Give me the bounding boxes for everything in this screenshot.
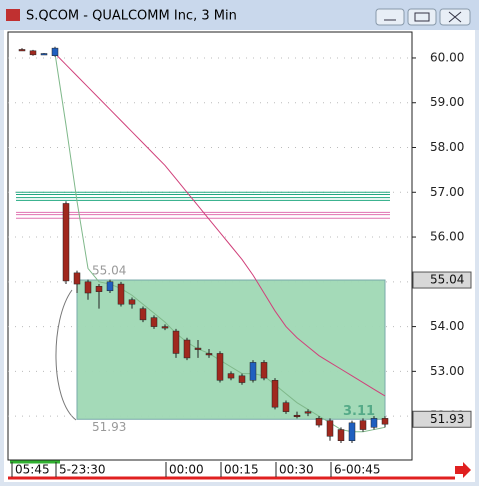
candle-body: [161, 326, 169, 329]
candle-body: [128, 299, 136, 305]
candle-body: [18, 49, 26, 52]
minimize-button[interactable]: [375, 8, 405, 26]
box-bottom-label: 51.93: [92, 420, 126, 434]
candle-body: [29, 50, 37, 56]
candle-body: [73, 272, 81, 285]
price-marker: [412, 410, 472, 428]
price-marker-label: 51.93: [430, 412, 464, 426]
y-tick-label: 54.00: [430, 319, 464, 333]
candle-body: [271, 380, 279, 408]
candle-body: [150, 317, 158, 327]
price-marker: [412, 271, 472, 289]
candle-body: [139, 308, 147, 321]
y-tick-label: 53.00: [430, 364, 464, 378]
y-tick-label: 60.00: [430, 50, 464, 64]
candle-body: [326, 420, 334, 437]
range-box: [76, 279, 386, 420]
y-tick-label: 58.00: [430, 140, 464, 154]
price-marker-label: 55.04: [430, 273, 464, 287]
candle-body: [370, 418, 378, 428]
plot-frame: [7, 31, 413, 461]
candle-body: [282, 402, 290, 412]
candle-body: [194, 347, 202, 350]
moving-average: [54, 53, 386, 397]
candle-body: [227, 373, 235, 379]
y-tick-label: 57.00: [430, 185, 464, 199]
candle-body: [172, 330, 180, 354]
y-tick-label: 59.00: [430, 95, 464, 109]
x-tick-label: 05:45: [15, 463, 50, 477]
candle-body: [40, 53, 48, 56]
app-icon: [6, 9, 20, 21]
candle-body: [106, 281, 114, 292]
candle-body: [293, 414, 301, 417]
maximize-button[interactable]: [407, 8, 437, 26]
x-tick-label: 00:30: [279, 463, 314, 477]
candle-body: [95, 286, 103, 292]
candle-body: [359, 420, 367, 430]
y-tick-label: 56.00: [430, 230, 464, 244]
candle-body: [348, 422, 356, 441]
candle-body: [51, 47, 59, 56]
candle-body: [238, 375, 246, 383]
candle-body: [337, 429, 345, 441]
x-tick-label: 5-23:30: [59, 463, 106, 477]
box-range-label: 3.11: [343, 404, 375, 419]
candle-body: [381, 418, 389, 425]
candle-body: [315, 418, 323, 426]
candle-body: [62, 203, 70, 282]
x-tick-label: 6-00:45: [334, 463, 381, 477]
candle-body: [304, 411, 312, 414]
button-icons: [384, 11, 462, 23]
candle-body: [205, 353, 213, 356]
candle-body: [117, 283, 125, 305]
scroll-arrow[interactable]: [455, 462, 471, 478]
x-tick-label: 00:15: [224, 463, 259, 477]
candle-body: [249, 362, 257, 381]
candle-body: [260, 362, 268, 379]
box-top-label: 55.04: [92, 264, 126, 278]
candle-body: [216, 353, 224, 381]
drawing-curve: [55, 289, 77, 421]
window-title: S.QCOM - QUALCOMM Inc, 3 Min: [26, 9, 237, 24]
candle-body: [183, 339, 191, 359]
x-tick-label: 00:00: [169, 463, 204, 477]
candle-body: [84, 281, 92, 294]
